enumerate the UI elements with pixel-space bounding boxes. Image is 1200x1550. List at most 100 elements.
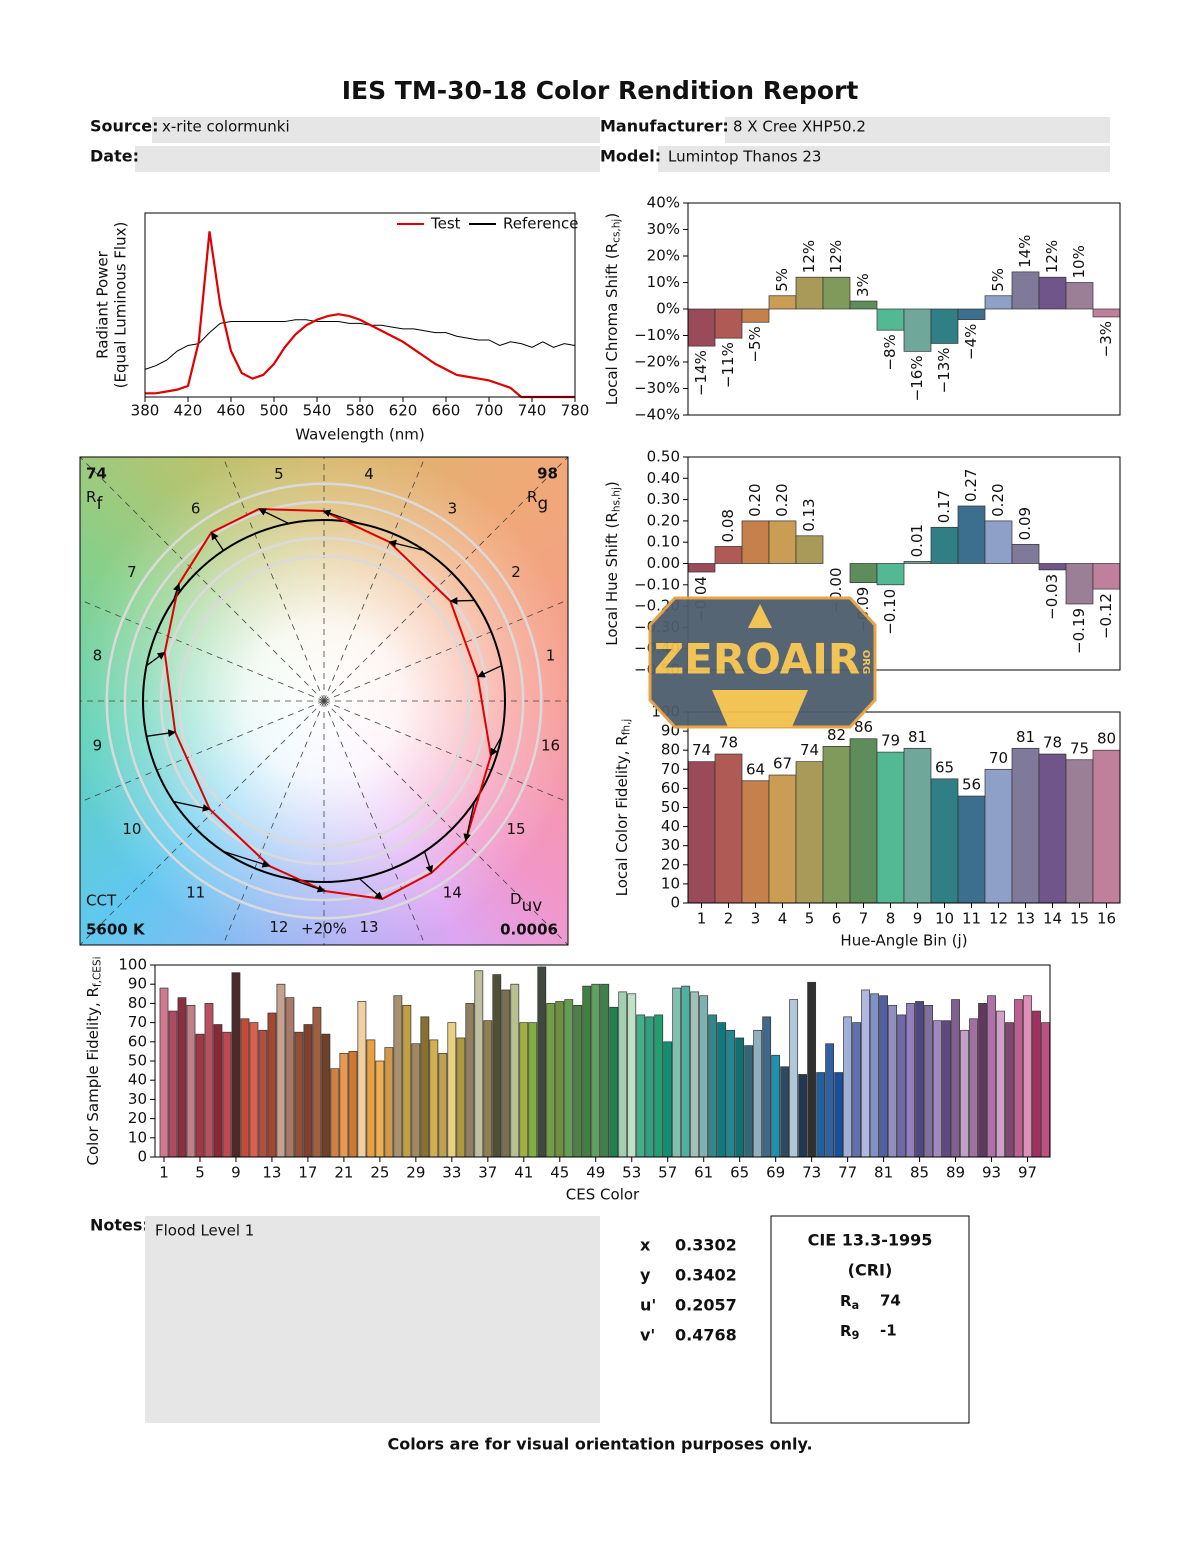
bar	[753, 1029, 763, 1158]
x-tick-label: 380	[131, 402, 160, 420]
y-tick-label: 30	[128, 1090, 147, 1108]
bar	[852, 1022, 862, 1158]
bar	[555, 1001, 565, 1158]
y-axis-label: Color Sample Fidelity, Rf,CESi	[84, 956, 104, 1165]
bin-label: 7	[127, 563, 137, 581]
shift-arrow	[288, 877, 326, 893]
bar	[726, 1029, 736, 1158]
y-axis-label-part: )	[603, 481, 621, 487]
y-tick-label: 10	[128, 1128, 147, 1146]
bar	[717, 1022, 727, 1158]
bar	[366, 1039, 376, 1158]
rg-label-part: g	[537, 493, 548, 513]
vector-frame	[79, 456, 569, 946]
bar	[663, 1041, 673, 1158]
bar	[1038, 563, 1067, 571]
bin-label: 10	[122, 820, 141, 838]
bar	[186, 1004, 196, 1158]
rf-label: Rf	[86, 488, 103, 514]
shift-arrow	[173, 800, 211, 812]
y-tick-label: 0%	[656, 300, 680, 318]
bar	[888, 1004, 897, 1158]
y-tick-label: 70	[128, 1013, 147, 1031]
bar	[708, 1014, 718, 1158]
duv-value: 0.0006	[500, 921, 558, 939]
chromaticity-value: 0.4768	[675, 1326, 737, 1345]
bar	[1032, 1010, 1041, 1158]
bar	[687, 761, 716, 904]
x-tick-label: 14	[1043, 910, 1062, 928]
bar	[330, 1068, 340, 1158]
bin-label: 16	[541, 737, 560, 755]
value-label: 79	[881, 732, 900, 750]
y-tick-label: 90	[128, 975, 147, 993]
y-axis-label-part: Local Color Fidelity, R	[613, 735, 631, 896]
shift-arrow	[490, 735, 503, 757]
bar	[930, 526, 959, 564]
x-tick-label: 9	[231, 1164, 241, 1182]
x-tick-label: 500	[260, 402, 289, 420]
bin-boundary	[323, 700, 568, 803]
shift-arrow	[210, 531, 224, 551]
notes-box	[145, 1216, 600, 1423]
bar	[915, 1001, 924, 1158]
y-tick-label: 0.40	[647, 469, 680, 487]
shift-arrow	[322, 509, 360, 525]
bar	[447, 1022, 457, 1158]
value-label: 12%	[1043, 240, 1061, 273]
bar	[402, 1004, 412, 1158]
bin-boundary	[323, 700, 426, 945]
ring	[123, 500, 525, 902]
y-tick-label: 40%	[647, 194, 680, 212]
value-label: 86	[854, 718, 873, 736]
field-value: x-rite colormunki	[162, 118, 290, 136]
bar	[276, 983, 286, 1158]
bin-boundary	[222, 700, 325, 945]
bar	[987, 995, 996, 1158]
y-tick-label: −10%	[634, 326, 680, 344]
x-tick-label: 5	[805, 910, 815, 928]
y-tick-label: 10%	[647, 273, 680, 291]
x-tick-label: 7	[859, 910, 869, 928]
bin-label: 1	[546, 646, 556, 664]
legend-label: Reference	[503, 215, 579, 233]
shift-arrow	[258, 508, 289, 525]
bar	[984, 768, 1013, 904]
bar	[741, 520, 770, 564]
x-tick-label: 45	[550, 1164, 569, 1182]
bar	[609, 1006, 619, 1158]
y-tick-label: 0	[137, 1148, 147, 1166]
bar	[1011, 747, 1040, 904]
y-tick-label: 0.10	[647, 533, 680, 551]
bar	[816, 1072, 826, 1158]
bar	[957, 505, 986, 564]
cri-symbol: Ra	[840, 1292, 859, 1312]
x-tick-label: 13	[262, 1164, 281, 1182]
y-tick-label: 40	[661, 817, 680, 835]
bar	[483, 1020, 493, 1158]
bar	[240, 1018, 250, 1158]
y-tick-label: 60	[128, 1032, 147, 1050]
x-tick-label: 17	[298, 1164, 317, 1182]
bar	[768, 520, 797, 564]
duv-label-part: uv	[522, 895, 543, 915]
value-label: 0.01	[908, 524, 926, 557]
bar	[159, 987, 169, 1158]
bar	[375, 1060, 385, 1158]
bar	[984, 295, 1013, 310]
plot-frame	[687, 711, 1121, 904]
bar	[384, 1047, 394, 1158]
chromaticity-label: u'	[640, 1296, 656, 1315]
field-label: Date:	[90, 147, 139, 166]
bar	[714, 308, 743, 339]
rf-value: 74	[86, 465, 107, 483]
x-tick-label: 85	[910, 1164, 929, 1182]
bar	[741, 780, 770, 904]
bar	[768, 295, 797, 310]
y-tick-label: 50	[128, 1052, 147, 1070]
bar	[1092, 749, 1121, 904]
x-tick-label: 65	[730, 1164, 749, 1182]
y-tick-label: 100	[118, 956, 147, 974]
x-tick-label: 69	[766, 1164, 785, 1182]
bar	[822, 276, 851, 310]
